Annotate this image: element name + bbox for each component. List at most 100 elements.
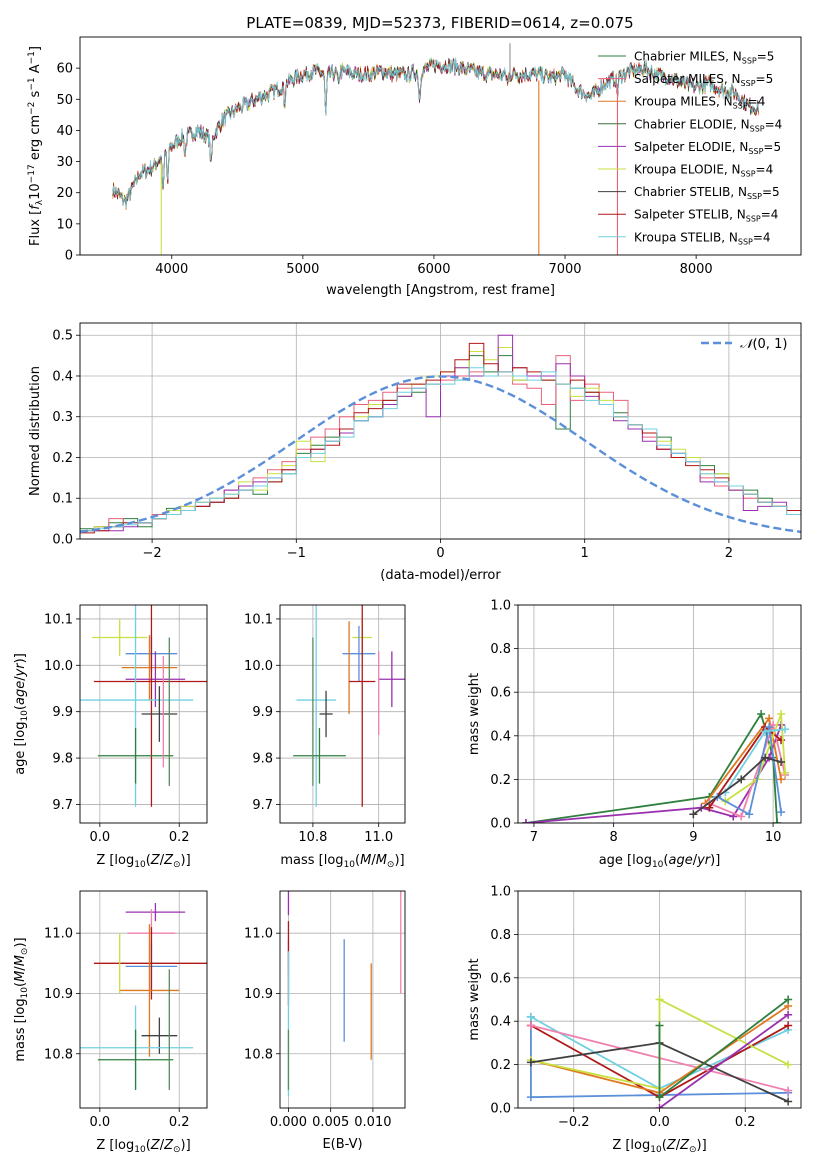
x-tick-label: 0.000: [270, 1115, 307, 1130]
weight-marker: [784, 1097, 793, 1106]
x-tick-label: 2: [725, 546, 733, 561]
weight-marker: [526, 1012, 535, 1021]
y-tick-label: 0.2: [490, 1058, 511, 1073]
y-tick-label: 1.0: [490, 599, 511, 614]
y-tick-label: 10.8: [244, 1047, 273, 1062]
x-tick-label: −1: [287, 546, 306, 561]
y-tick-label: 10.1: [44, 612, 73, 627]
y-tick-label: 0.3: [52, 410, 73, 425]
x-axis-label: (data-model)/error: [380, 568, 501, 583]
y-tick-label: 0.0: [490, 817, 511, 832]
legend-label: Kroupa STELIB, NSSP=4: [634, 230, 771, 246]
spectrum-line-kroupa-stelib: [112, 57, 759, 209]
weight-marker: [761, 727, 770, 736]
x-tick-label: 5000: [286, 262, 319, 277]
weight-marker: [781, 725, 790, 734]
x-tick-label: 1: [581, 546, 589, 561]
weight-marker: [655, 995, 664, 1004]
x-tick-label: 4000: [155, 262, 188, 277]
y-tick-label: 0.4: [52, 369, 73, 384]
x-tick-label: 0.0: [90, 1115, 111, 1130]
x-tick-label: 0.2: [735, 1115, 756, 1130]
y-tick-label: 10.9: [44, 987, 73, 1002]
y-axis-label: Normed distribution: [28, 366, 43, 496]
histogram-chabrier-miles: [80, 355, 801, 532]
x-tick-label: 10.8: [298, 830, 327, 845]
x-tick-label: 6000: [417, 262, 450, 277]
x-tick-label: 7: [530, 830, 538, 845]
weight-line: [525, 724, 782, 823]
weight-marker: [777, 808, 786, 817]
axes-frame: [279, 890, 406, 1109]
y-tick-label: 0.4: [490, 1015, 511, 1030]
y-tick-label: 10.0: [244, 659, 273, 674]
axes-frame: [79, 604, 208, 824]
weight-marker: [526, 1093, 535, 1102]
legend-label: Kroupa ELODIE, NSSP=4: [634, 163, 773, 179]
panel-mass_vs_Z: 0.0 0.2 10.8 10.9 11.0 Z [log10(Z/Z⊙)] mass [l…: [13, 890, 208, 1155]
weight-line: [724, 713, 786, 802]
weight-marker: [655, 1104, 664, 1108]
axes-frame: [79, 322, 802, 540]
normal-curve: [80, 375, 801, 534]
x-tick-label: 10: [765, 830, 782, 845]
weight-marker: [777, 757, 786, 766]
weight-marker: [705, 803, 714, 812]
weight-line: [658, 998, 789, 1100]
x-axis-label: wavelength [Angstrom, rest frame]: [326, 283, 555, 298]
y-tick-label: 10.1: [244, 612, 273, 627]
y-axis-label: mass weight: [467, 958, 482, 1040]
panel-weight_vs_Z: −0.2 0.0 0.2 0.0 0.2 0.4 0.6 0.8 1.0 Z [log10(Z/Z…: [467, 885, 802, 1155]
x-tick-label: −0.2: [558, 1115, 590, 1130]
y-tick-label: 0.6: [490, 686, 511, 701]
weight-marker: [655, 1093, 664, 1102]
weight-marker: [777, 775, 786, 784]
weight-marker: [784, 1086, 793, 1095]
y-tick-label: 9.8: [52, 752, 73, 767]
panel-weight_vs_age: 7 8 9 10 0.0 0.2 0.4 0.6 0.8 1.0 age [log10(age/yr…: [467, 599, 802, 870]
x-tick-label: 0.0: [649, 1115, 670, 1130]
legend: Chabrier MILES, NSSP=5 Salpeter MILES, NS…: [598, 50, 782, 246]
y-axis-label: mass weight: [467, 673, 482, 755]
panels: 4000 5000 6000 7000 80000102030405060wavelen…: [13, 36, 802, 1155]
y-tick-label: 9.9: [252, 705, 273, 720]
y-tick-label: 9.7: [52, 798, 73, 813]
weight-line: [716, 726, 782, 816]
x-tick-label: 11.0: [364, 830, 393, 845]
y-axis-label: age [log10(age/yr)]: [13, 653, 30, 775]
weight-marker: [521, 819, 530, 823]
figure-title: PLATE=0839, MJD=52373, FIBERID=0614, z=0…: [246, 14, 633, 32]
weight-line: [708, 721, 786, 818]
weight-marker: [765, 723, 774, 732]
y-tick-label: 0.8: [490, 928, 511, 943]
weight-line: [658, 1013, 789, 1108]
weight-marker: [745, 810, 754, 819]
x-axis-label: Z [log10(Z/Z⊙)]: [612, 1138, 706, 1155]
y-tick-label: 0.4: [490, 729, 511, 744]
axes-frame: [279, 604, 406, 824]
y-tick-label: 0.8: [490, 642, 511, 657]
y-tick-label: 11.0: [44, 927, 73, 942]
x-tick-label: 0: [436, 546, 444, 561]
histogram-salpeter-miles: [80, 355, 801, 536]
x-tick-label: −2: [143, 546, 162, 561]
weight-marker: [689, 810, 698, 819]
y-tick-label: 10.0: [44, 659, 73, 674]
weight-marker: [784, 995, 793, 1004]
y-tick-label: 1.0: [490, 885, 511, 900]
weight-marker: [765, 714, 774, 723]
y-tick-label: 9.8: [252, 752, 273, 767]
axes-frame: [517, 890, 802, 1109]
legend-label: Salpeter MILES, NSSP=5: [634, 72, 773, 88]
y-tick-label: 0.6: [490, 971, 511, 986]
weight-marker: [526, 1021, 535, 1030]
legend: 𝒩(0, 1): [701, 337, 787, 352]
legend-label: Chabrier MILES, NSSP=5: [634, 50, 774, 66]
x-tick-label: 0.2: [169, 1115, 190, 1130]
legend-label: Salpeter STELIB, NSSP=4: [634, 208, 778, 224]
legend-label: Chabrier STELIB, NSSP=5: [634, 185, 780, 201]
weight-marker: [655, 1021, 664, 1030]
x-axis-label: Z [log10(Z/Z⊙)]: [96, 1138, 190, 1155]
y-tick-label: 60: [56, 62, 73, 77]
